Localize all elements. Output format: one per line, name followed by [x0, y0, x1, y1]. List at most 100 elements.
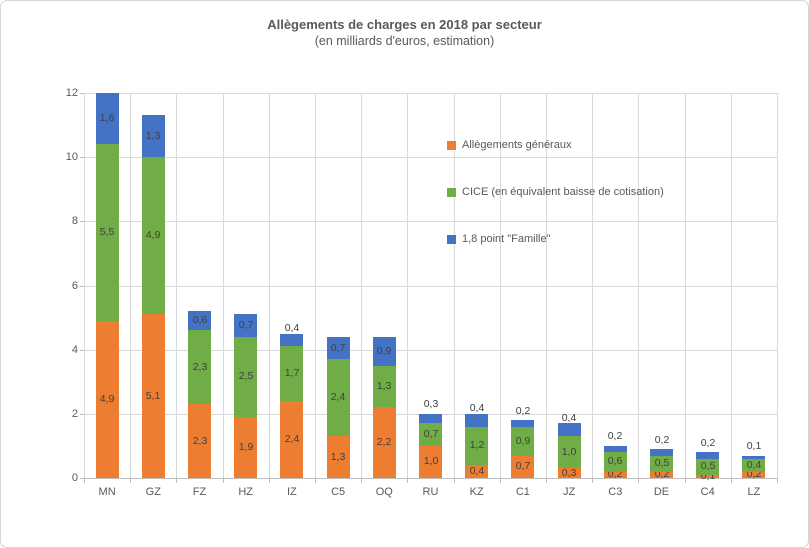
bar-segment [465, 426, 488, 466]
bar-label: 1,2 [469, 439, 485, 452]
bar-segment [604, 471, 627, 478]
bar-segment [188, 404, 211, 478]
bar-label: 0,2 [515, 404, 531, 417]
bar-segment [142, 115, 165, 158]
x-axis-label: LZ [747, 486, 761, 498]
x-axis-tick [777, 478, 778, 483]
bar-segment [280, 346, 303, 401]
bar-segment [604, 452, 627, 472]
bar-segment [465, 413, 488, 427]
bar-label: 0,7 [423, 428, 439, 441]
legend-label: CICE (en équivalent baisse de cotisation… [462, 186, 664, 198]
bar-segment [511, 455, 534, 478]
h-gridline [84, 93, 777, 94]
bar-segment [142, 314, 165, 478]
bar-label: 0,7 [238, 319, 254, 332]
x-axis-label: FZ [192, 486, 207, 498]
legend-swatch [447, 234, 456, 244]
bar-label: 0,4 [284, 322, 300, 335]
legend-swatch [447, 187, 456, 197]
bar-label: 1,9 [238, 441, 254, 454]
bar-label: 0,3 [561, 466, 577, 479]
legend-item: 1,8 point "Famille" [447, 233, 551, 245]
x-axis-tick [638, 478, 640, 483]
bar-segment [234, 314, 257, 337]
bar-label: 2,3 [192, 360, 208, 373]
bar-segment [696, 452, 719, 459]
bar-label: 0,2 [654, 433, 670, 446]
x-axis-tick [176, 478, 178, 483]
bar-segment [96, 320, 119, 478]
y-axis-tick [80, 157, 84, 159]
bar-segment [742, 471, 765, 478]
x-axis-tick [130, 478, 132, 483]
y-axis-tick [80, 413, 84, 415]
bar-label: 1,6 [99, 112, 115, 125]
bar-segment [604, 445, 627, 453]
y-axis-label: 6 [71, 279, 78, 292]
y-axis-label: 0 [71, 472, 78, 484]
h-gridline [84, 157, 777, 159]
h-gridline [84, 285, 777, 287]
bar-label: 2,5 [238, 370, 254, 383]
bar-label: 5,5 [99, 226, 115, 239]
bar-segment [280, 401, 303, 478]
bar-label: 0,7 [515, 460, 531, 473]
x-axis-label: KZ [469, 486, 484, 498]
x-axis-line [84, 478, 778, 479]
x-axis-tick [730, 478, 732, 483]
bar-label: 1,3 [145, 129, 161, 142]
bar-label: 5,1 [145, 389, 161, 402]
y-axis-label: 12 [65, 87, 78, 99]
chart-title: Allègements de charges en 2018 par secte… [267, 17, 542, 32]
bar-label: 2,2 [376, 436, 392, 449]
bar-segment [142, 157, 165, 315]
y-axis-label: 10 [65, 151, 78, 164]
bar-label: 1,7 [284, 367, 300, 380]
bar-segment [511, 426, 534, 456]
y-axis-tick [80, 478, 84, 479]
x-axis-label: C1 [515, 486, 530, 498]
bar-label: 0,9 [515, 434, 531, 447]
x-axis-label: GZ [145, 486, 161, 498]
bar-segment [558, 436, 581, 469]
x-axis-label: DE [653, 486, 670, 498]
h-gridline [84, 221, 777, 223]
y-axis-tick [80, 221, 84, 223]
bar-label: 0,5 [700, 460, 716, 473]
chart-subtitle: (en milliards d'euros, estimation) [314, 34, 495, 48]
bar-label: 4,9 [99, 392, 115, 405]
bar-segment [465, 465, 488, 478]
x-axis-label: RU [422, 486, 439, 498]
x-axis-tick [84, 478, 85, 483]
bar-label: 0,6 [192, 314, 208, 327]
bar-label: 0,2 [700, 436, 716, 449]
bar-segment [280, 333, 303, 347]
bar-segment [511, 420, 534, 427]
x-axis-label: C5 [331, 486, 346, 498]
bar-segment [96, 144, 119, 321]
y-axis-tick [80, 285, 84, 287]
x-axis-tick [407, 478, 409, 483]
bar-segment [650, 449, 673, 456]
bar-segment [419, 423, 442, 446]
bar-label: 2,4 [284, 433, 300, 445]
x-axis-label: C3 [608, 486, 623, 498]
y-axis-tick [80, 93, 84, 94]
bar-label: 0,4 [469, 402, 485, 415]
bar-segment [373, 365, 396, 408]
bar-segment [419, 445, 442, 478]
bar-segment [650, 455, 673, 472]
x-axis-label: OQ [375, 486, 393, 498]
x-axis-tick [546, 478, 547, 483]
bar-segment [419, 413, 442, 424]
y-axis-tick [80, 349, 84, 351]
y-axis-label: 8 [71, 215, 78, 228]
legend-label: 1,8 point "Famille" [462, 233, 551, 245]
bar-segment [327, 359, 350, 437]
legend-item: CICE (en équivalent baisse de cotisation… [447, 186, 664, 198]
bar-segment [696, 458, 719, 475]
x-axis-tick [592, 478, 594, 483]
legend-item: Allègements généraux [447, 139, 571, 151]
